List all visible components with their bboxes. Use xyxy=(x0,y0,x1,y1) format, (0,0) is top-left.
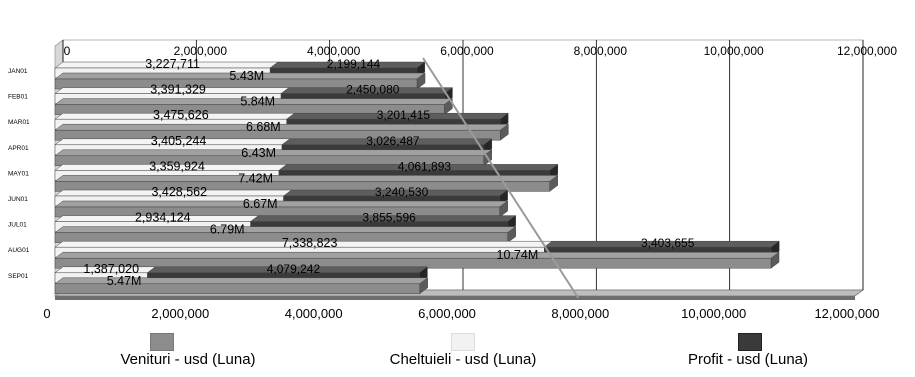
x-tick-label-top: 6,000,000 xyxy=(440,44,494,58)
x-tick-label-top: 4,000,000 xyxy=(307,44,361,58)
data-label-venituri: 6.43M xyxy=(241,146,276,160)
category-label: JUL01 xyxy=(8,222,27,229)
data-label-cheltuieli: 3,391,329 xyxy=(150,83,206,97)
category-label: SEP01 xyxy=(8,273,29,280)
category-label: MAY01 xyxy=(8,170,29,177)
category-label: APR01 xyxy=(8,145,29,152)
data-label-profit: 3,026,487 xyxy=(366,134,420,148)
x-tick-label-top: 0 xyxy=(64,44,71,58)
data-label-profit: 2,199,144 xyxy=(327,57,381,71)
data-label-venituri: 7.42M xyxy=(238,171,273,185)
bar-venituri xyxy=(54,283,420,295)
data-label-cheltuieli: 1,387,020 xyxy=(83,262,139,276)
data-label-cheltuieli: 3,227,711 xyxy=(145,57,200,71)
x-tick-label-bottom: 0 xyxy=(43,306,50,321)
data-label-profit: 4,079,242 xyxy=(267,262,321,276)
data-label-venituri: 5.84M xyxy=(240,95,275,109)
category-label: AUG01 xyxy=(8,247,30,254)
category-label: MAR01 xyxy=(8,119,30,126)
data-label-profit: 2,450,080 xyxy=(346,83,400,97)
category-label: JUN01 xyxy=(8,196,28,203)
legend: Venituri - usd (Luna) Cheltuieli - usd (… xyxy=(8,327,910,371)
data-label-cheltuieli: 3,359,924 xyxy=(149,159,205,173)
data-label-profit: 3,855,596 xyxy=(362,211,416,225)
legend-swatch-cheltuieli xyxy=(451,333,475,351)
data-label-profit: 3,201,415 xyxy=(377,108,431,122)
data-label-profit: 3,403,655 xyxy=(641,236,695,250)
x-tick-label-top: 8,000,000 xyxy=(574,44,628,58)
bar-venituri-top xyxy=(54,200,509,208)
x-tick-label-top: 2,000,000 xyxy=(174,44,228,58)
legend-item-profit: Profit - usd (Luna) xyxy=(618,327,878,371)
x-tick-label-bottom: 6,000,000 xyxy=(418,306,476,321)
x-tick-label-bottom: 2,000,000 xyxy=(151,306,209,321)
plot-floor-front xyxy=(55,296,855,300)
x-tick-label-bottom: 4,000,000 xyxy=(285,306,343,321)
legend-item-venituri: Venituri - usd (Luna) xyxy=(58,327,318,371)
legend-item-cheltuieli: Cheltuieli - usd (Luna) xyxy=(333,327,593,371)
legend-label-cheltuieli: Cheltuieli - usd (Luna) xyxy=(389,351,537,368)
data-label-profit: 4,061,893 xyxy=(398,159,452,173)
data-label-venituri: 5.43M xyxy=(229,69,264,83)
data-label-venituri: 6.68M xyxy=(246,120,281,134)
x-tick-label-bottom: 10,000,000 xyxy=(681,306,746,321)
data-label-profit: 3,240,530 xyxy=(375,185,429,199)
data-label-cheltuieli: 3,405,244 xyxy=(151,134,207,148)
data-label-cheltuieli: 3,475,626 xyxy=(153,108,209,122)
x-tick-label-top: 12,000,000 xyxy=(837,44,897,58)
legend-label-profit: Profit - usd (Luna) xyxy=(687,351,809,368)
data-label-cheltuieli: 2,934,124 xyxy=(135,211,191,225)
category-label: FEB01 xyxy=(8,94,28,101)
bar-venituri-top xyxy=(54,251,780,259)
x-tick-label-bottom: 12,000,000 xyxy=(814,306,879,321)
data-label-cheltuieli: 3,428,562 xyxy=(151,185,207,199)
data-label-cheltuieli: 7,338,823 xyxy=(282,236,338,250)
x-tick-label-top: 10,000,000 xyxy=(704,44,764,58)
bar-venituri-top xyxy=(54,175,559,182)
data-label-venituri: 6.79M xyxy=(210,223,245,237)
data-label-venituri: 5.47M xyxy=(107,274,142,288)
legend-swatch-venituri xyxy=(150,333,174,351)
category-label: JAN01 xyxy=(8,68,28,75)
bar-venituri-top xyxy=(54,123,510,131)
legend-swatch-profit xyxy=(738,333,762,351)
trend-line xyxy=(422,57,580,299)
legend-label-venituri: Venituri - usd (Luna) xyxy=(120,351,256,368)
data-label-venituri: 10.74M xyxy=(497,248,539,262)
data-label-venituri: 6.67M xyxy=(243,197,278,211)
bar-venituri-top xyxy=(54,226,517,233)
x-tick-label-bottom: 8,000,000 xyxy=(551,306,609,321)
